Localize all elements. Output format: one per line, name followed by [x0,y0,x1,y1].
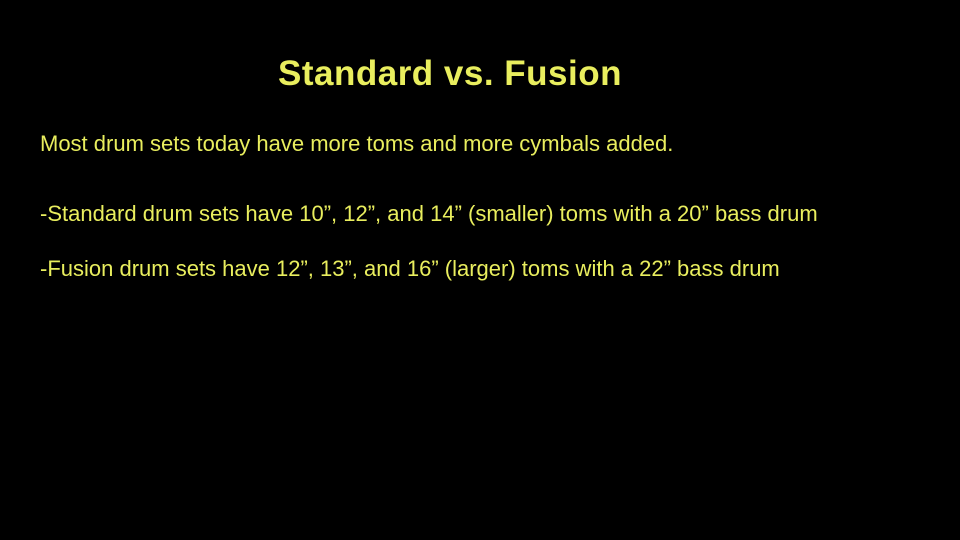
bullet-fusion-drum-sets: -Fusion drum sets have 12”, 13”, and 16”… [40,256,780,281]
bullet-standard-drum-sets: -Standard drum sets have 10”, 12”, and 1… [40,201,818,226]
slide-title: Standard vs. Fusion [278,54,622,93]
intro-text: Most drum sets today have more toms and … [40,131,674,156]
